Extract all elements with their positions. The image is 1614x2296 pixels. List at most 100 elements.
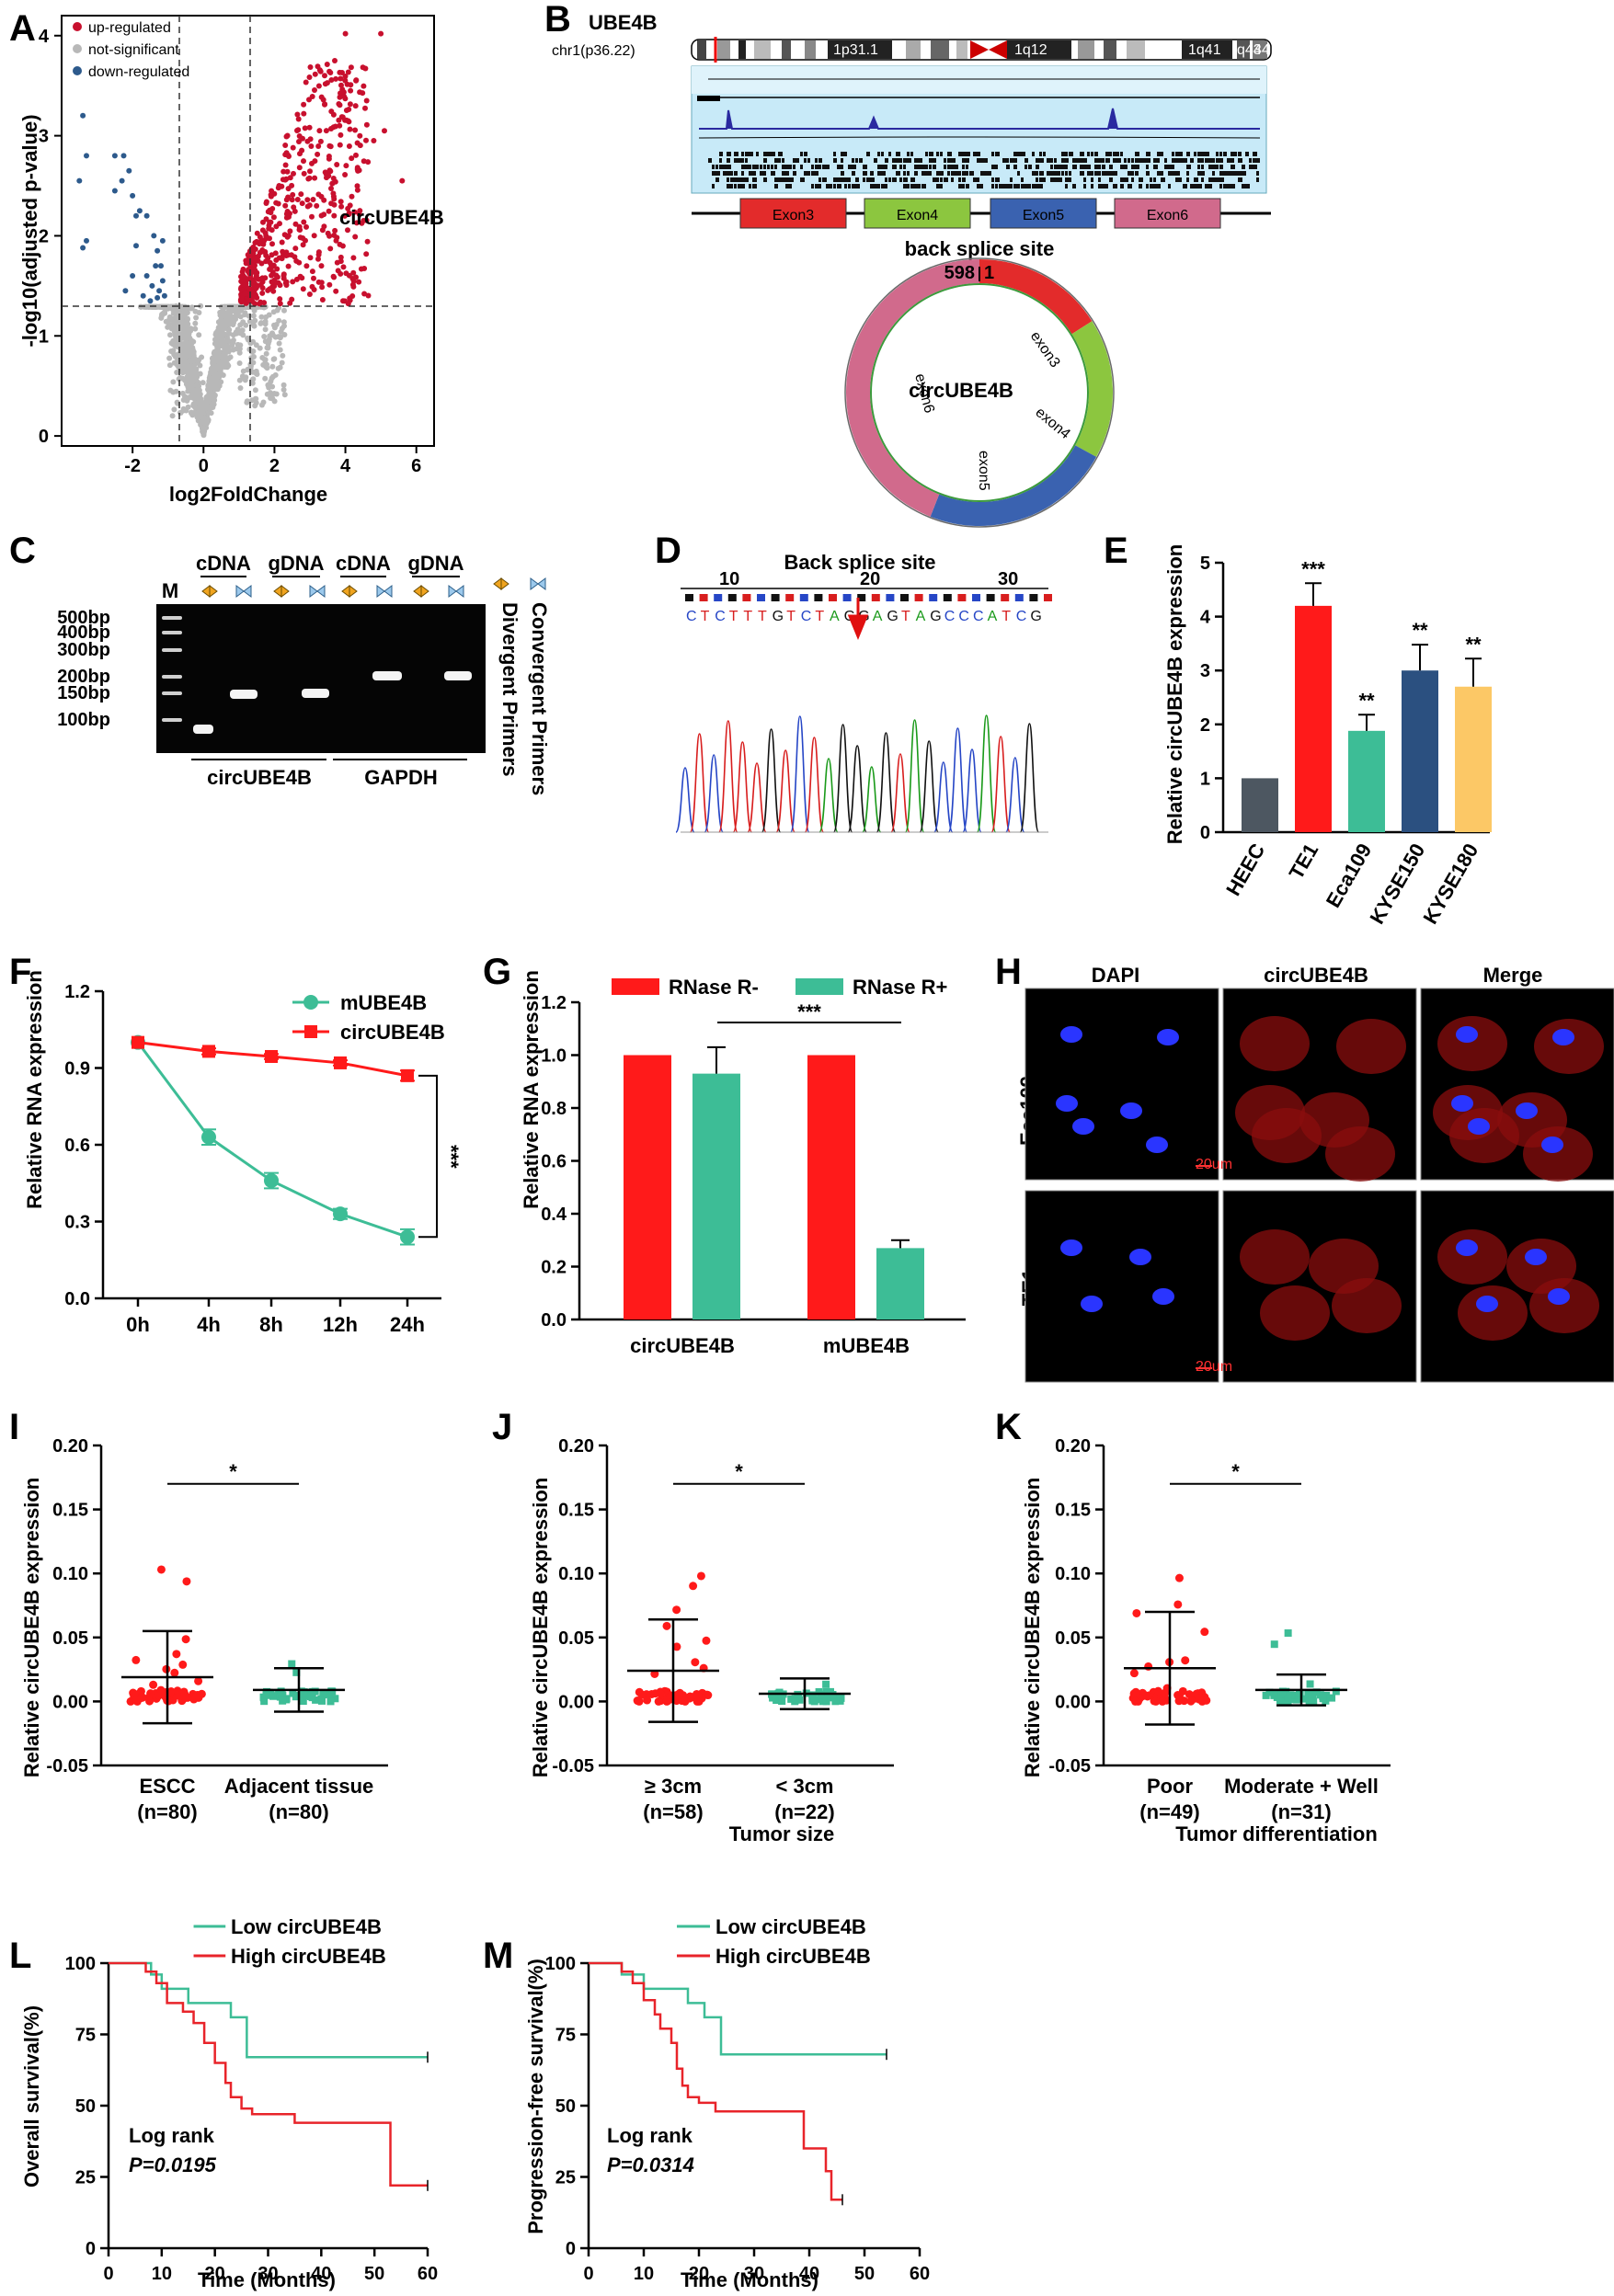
alignment-block bbox=[962, 177, 966, 182]
chromatogram-peak bbox=[1005, 757, 1025, 833]
gene-name: UBE4B bbox=[589, 11, 658, 34]
i-dot bbox=[181, 1635, 190, 1644]
volcano-point-up bbox=[238, 287, 245, 293]
volcano-point-up bbox=[259, 227, 266, 234]
alignment-block bbox=[1054, 158, 1057, 163]
alignment-block bbox=[1102, 158, 1105, 163]
alignment-block bbox=[774, 158, 778, 163]
volcano-point-up bbox=[242, 291, 248, 297]
volcano-point-up bbox=[345, 69, 351, 75]
i-dot bbox=[180, 1689, 189, 1698]
alignment-block bbox=[752, 171, 756, 176]
volcano-point-ns bbox=[217, 342, 223, 348]
alignment-block bbox=[1245, 152, 1249, 156]
volcano-x-tick-label: 2 bbox=[269, 456, 280, 476]
exon-boxes: Exon3 Exon4 Exon5 Exon6 bbox=[739, 198, 1221, 229]
k-dot bbox=[1143, 1692, 1152, 1701]
volcano-point-up bbox=[330, 273, 337, 280]
escc-dot-plot: -0.050.000.050.100.150.20ESCC(n=80)Adjac… bbox=[20, 1436, 388, 1823]
alignment-block bbox=[1102, 184, 1105, 188]
l-x-tick-label: 60 bbox=[418, 2264, 438, 2284]
alignment-block bbox=[1032, 152, 1035, 156]
alignment-block bbox=[1175, 177, 1179, 182]
volcano-point-ns bbox=[195, 412, 201, 417]
alignment-block bbox=[1231, 165, 1235, 169]
ladder-band bbox=[162, 675, 182, 679]
k-dot bbox=[1292, 1696, 1300, 1704]
j-group-n: (n=58) bbox=[643, 1800, 703, 1823]
alignment-block bbox=[789, 184, 792, 188]
volcano-point-up bbox=[331, 212, 338, 219]
volcano-point-down bbox=[161, 292, 167, 299]
convergent-primers-label: Convergent Primers bbox=[528, 602, 551, 795]
alignment-block bbox=[907, 152, 910, 156]
alignment-block bbox=[1094, 158, 1098, 163]
g-x-label: mUBE4B bbox=[823, 1334, 910, 1357]
e-y-tick-label: 0 bbox=[1200, 823, 1210, 843]
alignment-block bbox=[833, 177, 838, 182]
base-quality-block bbox=[785, 594, 795, 601]
g-bar-RNase R+ bbox=[693, 1073, 740, 1319]
volcano-point-up bbox=[338, 254, 344, 260]
alignment-block bbox=[958, 171, 961, 176]
e-y-axis-title: Relative circUBE4B expression bbox=[1163, 544, 1186, 845]
volcano-point-up bbox=[259, 279, 266, 285]
volcano-point-ns bbox=[280, 352, 286, 359]
convergent-primer-icon bbox=[235, 585, 252, 598]
k-dot bbox=[1284, 1629, 1292, 1638]
alignment-block bbox=[1142, 158, 1146, 163]
volcano-point-up bbox=[294, 111, 301, 118]
f-point-circUBE4B bbox=[401, 1068, 414, 1082]
volcano-point-up bbox=[250, 291, 257, 297]
volcano-point-down bbox=[119, 177, 125, 184]
alignment-block bbox=[1223, 152, 1227, 156]
alignment-block bbox=[999, 184, 1002, 188]
e-x-label: HEEC bbox=[1221, 840, 1269, 900]
j-dot bbox=[773, 1696, 781, 1705]
exon-label-6: Exon6 bbox=[1147, 208, 1188, 223]
alignment-block bbox=[785, 184, 790, 188]
volcano-point-up bbox=[270, 214, 277, 221]
alignment-block bbox=[1043, 152, 1046, 156]
volcano-point-up bbox=[318, 193, 325, 200]
volcano-point-up bbox=[353, 152, 359, 158]
alignment-block bbox=[1201, 177, 1204, 182]
volcano-point-ns bbox=[166, 321, 172, 327]
alignment-block bbox=[804, 158, 807, 163]
volcano-point-ns bbox=[182, 359, 189, 365]
alignment-block bbox=[1153, 165, 1158, 169]
volcano-point-ns bbox=[281, 332, 288, 337]
alignment-block bbox=[1135, 158, 1139, 163]
volcano-point-up bbox=[283, 133, 290, 140]
panel-label-m: M bbox=[483, 1936, 513, 1976]
alignment-block bbox=[966, 165, 968, 169]
alignment-block bbox=[918, 165, 921, 169]
volcano-point-up bbox=[280, 177, 286, 183]
e-bar-TE1 bbox=[1295, 605, 1332, 832]
volcano-point-ns bbox=[271, 325, 278, 331]
volcano-point-up bbox=[294, 197, 301, 202]
volcano-point-ns bbox=[216, 348, 223, 355]
volcano-point-ns bbox=[250, 321, 257, 327]
volcano-point-up bbox=[302, 125, 308, 131]
volcano-point-ns bbox=[199, 354, 205, 360]
alignment-block bbox=[844, 177, 848, 182]
alignment-block bbox=[1190, 158, 1194, 163]
band-1q41: 1q41 bbox=[1188, 42, 1221, 58]
volcano-point-up bbox=[269, 241, 275, 247]
volcano-point-ns bbox=[193, 314, 200, 321]
alignment-block bbox=[1036, 184, 1040, 188]
alignment-block bbox=[885, 158, 888, 163]
alignment-block bbox=[833, 184, 836, 188]
alignment-block bbox=[1024, 184, 1028, 188]
alignment-block bbox=[727, 177, 729, 182]
volcano-point-up bbox=[312, 158, 318, 165]
k-sd-bar bbox=[1276, 1673, 1326, 1707]
i-dot bbox=[282, 1696, 291, 1704]
alignment-block bbox=[929, 171, 932, 176]
alignment-block bbox=[966, 171, 968, 176]
alignment-block bbox=[914, 165, 918, 169]
fish-cytoplasm bbox=[1458, 1285, 1528, 1341]
volcano-point-ns bbox=[169, 413, 176, 419]
m-y-tick-label: 50 bbox=[555, 2096, 576, 2117]
